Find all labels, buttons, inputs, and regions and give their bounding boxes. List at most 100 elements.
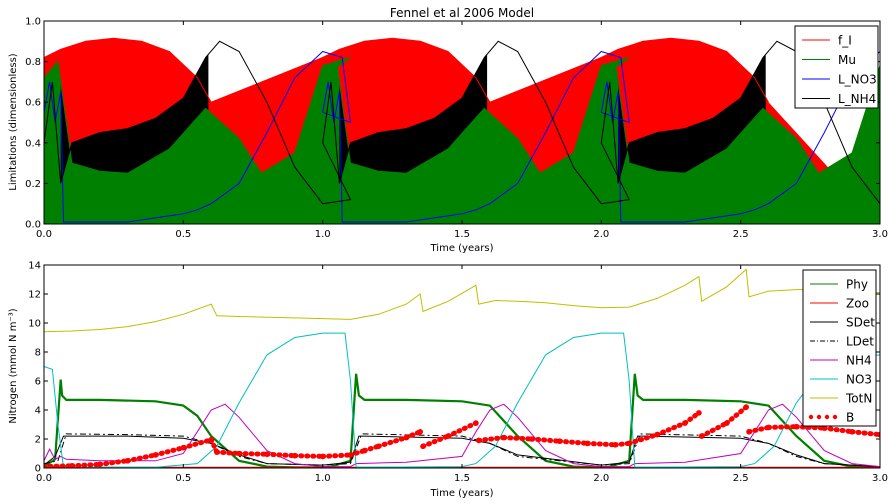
sdet-line <box>44 435 880 468</box>
b-segment <box>849 429 880 438</box>
legend-marker <box>816 414 822 420</box>
b-segment <box>403 429 423 441</box>
b-segment <box>420 433 451 449</box>
limitations-plot-area <box>44 37 880 224</box>
b-segment <box>180 437 214 451</box>
legend-box <box>802 269 877 427</box>
b-segment <box>724 404 749 426</box>
b-segment <box>320 452 354 459</box>
legend-totn: TotN <box>845 392 872 406</box>
l-nh4-line <box>44 40 880 205</box>
y-tick-label: 0.0 <box>25 220 41 231</box>
legend-marker <box>808 414 814 420</box>
legend-phy: Phy <box>846 278 868 292</box>
legend-marker <box>824 414 830 420</box>
y-tick-label: 0 <box>35 464 41 475</box>
legend-l-no3: L_NO3 <box>838 73 877 87</box>
x-tick-label: 0.0 <box>36 473 52 484</box>
b-segment <box>821 425 855 435</box>
b-segment <box>746 424 772 435</box>
ldet-line <box>44 433 880 468</box>
legend-mu: Mu <box>838 53 856 67</box>
b-segment <box>501 435 535 442</box>
limitations-legend: f_I Mu L_NO3 L_NH4 <box>794 25 879 109</box>
y-tick-label: 0.8 <box>25 57 41 68</box>
x-tick-label: 1.5 <box>454 229 470 240</box>
totn-line <box>44 268 880 333</box>
b-segment <box>626 432 660 446</box>
b-segment <box>584 440 618 448</box>
b-segment <box>44 463 75 468</box>
nitrogen-plot-area <box>44 268 880 468</box>
nitrogen-panel: 0.0 0.5 1.0 1.5 2.0 2.5 3.0 0 2 4 6 8 10 12 14 Time (y… <box>8 261 888 500</box>
x-tick-label: 0.5 <box>175 473 191 484</box>
b-segment <box>125 452 158 464</box>
b-segment <box>793 424 827 431</box>
l-nh4-band <box>618 54 766 184</box>
y-tick-label: 0.2 <box>25 179 41 190</box>
x-tick-label: 1.0 <box>315 473 331 484</box>
b-segment <box>557 438 590 446</box>
x-tick-label: 2.0 <box>593 229 609 240</box>
y-tick-label: 4 <box>35 406 41 417</box>
nitrogen-legend: Phy Zoo SDet LDet NH4 NO3 TotN B <box>802 269 877 427</box>
b-segment <box>236 451 270 457</box>
nitrogen-ticks: 0.0 0.5 1.0 1.5 2.0 2.5 3.0 0 2 4 6 8 10 12 14 <box>28 261 888 485</box>
b-segment <box>264 451 298 459</box>
x-tick-label: 2.0 <box>593 473 609 484</box>
limitations-ticks: 0.0 0.5 1.0 1.5 2.0 2.5 3.0 0.0 0.2 0.4 0.6 0.8 1.0 <box>25 17 888 241</box>
y-tick-label: 14 <box>28 261 41 272</box>
l-no3-line <box>44 50 880 223</box>
chart-title: Fennel et al 2006 Model <box>390 6 534 20</box>
b-segment <box>682 410 702 426</box>
b-segment <box>152 445 186 458</box>
nitrogen-y-axis-label: Nitrogen (mmol N m⁻³) <box>8 308 19 423</box>
b-segment <box>699 420 730 439</box>
l-nh4-band <box>339 54 488 184</box>
legend-nh4: NH4 <box>846 354 872 368</box>
x-tick-label: 0.5 <box>175 229 191 240</box>
x-tick-label: 1.0 <box>315 229 331 240</box>
y-tick-label: 0.6 <box>25 98 41 109</box>
mu-fill <box>44 57 880 224</box>
b-segment <box>97 458 131 467</box>
x-tick-label: 2.5 <box>733 229 749 240</box>
b-segment <box>375 435 409 449</box>
l-nh4-band <box>60 54 209 184</box>
b-segment <box>766 424 799 430</box>
b-segment <box>292 453 326 459</box>
b-segment <box>214 449 242 456</box>
b-segment <box>445 420 479 439</box>
y-tick-label: 2 <box>35 435 41 446</box>
x-tick-label: 3.0 <box>872 229 888 240</box>
phy-line <box>44 373 880 468</box>
x-tick-label: 0.0 <box>36 229 52 240</box>
mu-line <box>44 57 880 174</box>
y-tick-label: 0.4 <box>25 138 41 149</box>
legend-ldet: LDet <box>846 335 874 349</box>
y-tick-label: 6 <box>35 377 41 388</box>
legend-zoo: Zoo <box>846 297 869 311</box>
y-tick-label: 10 <box>28 319 41 330</box>
x-tick-label: 1.5 <box>454 473 470 484</box>
legend-f-i: f_I <box>838 34 852 48</box>
limitations-x-axis-label: Time (years) <box>430 243 494 254</box>
legend-b: B <box>846 411 854 425</box>
y-tick-label: 8 <box>35 348 41 359</box>
nitrogen-x-axis-label: Time (years) <box>430 488 494 499</box>
x-tick-label: 3.0 <box>872 473 888 484</box>
f-i-line <box>44 37 769 103</box>
limitations-panel: 0.0 0.5 1.0 1.5 2.0 2.5 3.00.00.20.40.60.81.0 … <box>8 17 888 255</box>
legend-l-nh4: L_NH4 <box>838 92 876 106</box>
legend-marker <box>832 414 838 420</box>
b-segment <box>476 435 507 443</box>
legend-sdet: SDet <box>846 316 875 330</box>
y-tick-label: 12 <box>28 290 41 301</box>
limitations-y-axis-label: Limitations (dimensionless) <box>8 53 19 191</box>
no3-line <box>44 332 880 468</box>
b-segment <box>69 461 103 468</box>
y-tick-label: 1.0 <box>25 17 41 28</box>
x-tick-label: 2.5 <box>733 473 749 484</box>
b-segment <box>529 436 563 444</box>
